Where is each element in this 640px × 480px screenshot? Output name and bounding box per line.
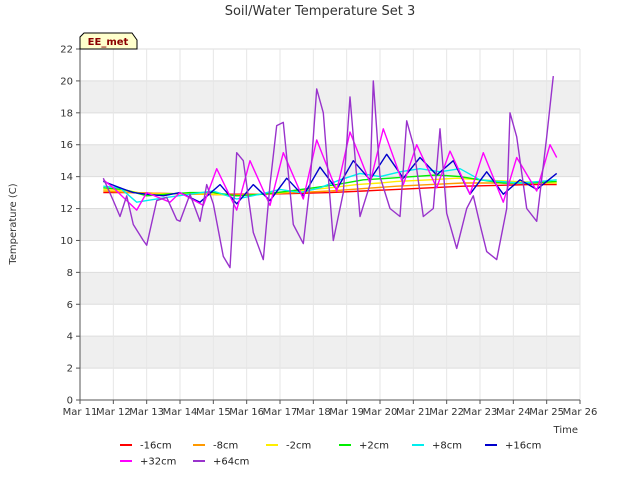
legend-label: +2cm <box>359 441 389 452</box>
legend-label: -8cm <box>213 441 238 452</box>
x-tick-label: Mar 13 <box>129 407 164 418</box>
x-tick-label: Mar 21 <box>396 407 431 418</box>
x-tick-label: Mar 15 <box>196 407 231 418</box>
legend-item-+2cm: +2cm <box>339 441 389 452</box>
series-line-+64cm <box>102 76 554 269</box>
y-tick-label: 8 <box>67 268 73 279</box>
grid-band <box>80 80 580 113</box>
x-tick-label: Mar 16 <box>229 407 264 418</box>
grid-band <box>80 336 580 369</box>
y-tick-label: 20 <box>60 76 73 87</box>
legend-item-+8cm: +8cm <box>412 441 462 452</box>
y-tick-label: 0 <box>67 396 73 407</box>
x-tick-label: Mar 26 <box>563 407 598 418</box>
y-tick-label: 14 <box>60 172 73 183</box>
legend-label: +32cm <box>140 457 176 468</box>
y-tick-labels: 0 2 4 6 8 10 12 14 16 18 20 22 <box>60 45 80 407</box>
x-tick-label: Mar 18 <box>296 407 331 418</box>
legend-label: -16cm <box>140 441 172 452</box>
legend-item-+32cm: +32cm <box>120 457 176 468</box>
x-tick-label: Mar 25 <box>529 407 564 418</box>
legend-item--2cm: -2cm <box>266 441 311 452</box>
x-tick-label: Mar 17 <box>263 407 298 418</box>
x-tick-label: Mar 12 <box>96 407 131 418</box>
legend-item-+64cm: +64cm <box>193 457 249 468</box>
series-layer <box>102 76 558 269</box>
y-tick-label: 22 <box>60 45 73 56</box>
chart-title: Soil/Water Temperature Set 3 <box>225 4 416 19</box>
site-label-box: EE_met <box>79 32 138 50</box>
y-tick-label: 4 <box>67 332 73 343</box>
x-tick-label: Mar 23 <box>463 407 498 418</box>
y-tick-label: 2 <box>67 364 73 375</box>
grid-band <box>80 208 580 241</box>
y-tick-label: 10 <box>60 236 73 247</box>
legend-label: +16cm <box>505 441 541 452</box>
legend-item--16cm: -16cm <box>120 441 172 452</box>
x-tick-label: Mar 20 <box>363 407 398 418</box>
legend-label: +8cm <box>432 441 462 452</box>
grid-lines <box>79 48 581 401</box>
legend-item-+16cm: +16cm <box>485 441 541 452</box>
y-tick-label: 16 <box>60 140 73 151</box>
x-tick-label: Mar 14 <box>163 407 198 418</box>
site-label: EE_met <box>88 37 129 48</box>
axes <box>79 49 580 401</box>
x-tick-label: Mar 24 <box>496 407 531 418</box>
legend-label: +64cm <box>213 457 249 468</box>
plot-background <box>80 49 580 400</box>
y-axis-label: Temperature (C) <box>8 183 19 265</box>
x-tick-label: Mar 11 <box>63 407 98 418</box>
y-tick-label: 18 <box>60 108 73 119</box>
x-tick-label: Mar 22 <box>429 407 464 418</box>
y-tick-label: 12 <box>60 204 73 215</box>
grid-band <box>80 144 580 177</box>
y-tick-label: 6 <box>67 300 73 311</box>
grid-band <box>80 272 580 305</box>
x-tick-label: Mar 19 <box>329 407 364 418</box>
legend-label: -2cm <box>286 441 311 452</box>
x-axis-label: Time <box>553 425 578 436</box>
series-line-+32cm <box>102 128 558 211</box>
legend: -16cm -8cm -2cm +2cm +8cm +16cm +32cm +64cm <box>120 441 541 468</box>
legend-item--8cm: -8cm <box>193 441 238 452</box>
